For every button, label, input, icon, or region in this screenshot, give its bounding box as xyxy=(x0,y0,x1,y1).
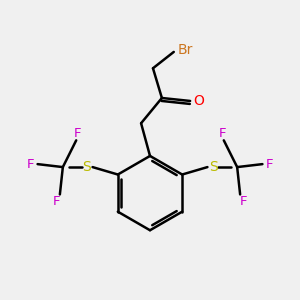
Text: F: F xyxy=(26,158,34,171)
Text: F: F xyxy=(74,127,81,140)
Text: F: F xyxy=(53,195,61,208)
Text: O: O xyxy=(193,94,204,108)
Text: S: S xyxy=(209,160,218,174)
Text: F: F xyxy=(219,127,226,140)
Text: F: F xyxy=(239,195,247,208)
Text: F: F xyxy=(266,158,274,171)
Text: Br: Br xyxy=(177,43,193,56)
Text: S: S xyxy=(82,160,91,174)
